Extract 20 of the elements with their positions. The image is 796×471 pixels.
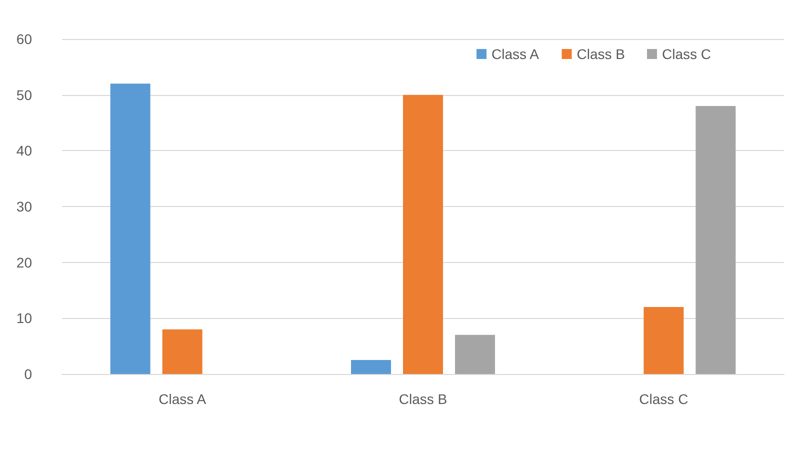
y-tick-label: 40: [16, 142, 32, 159]
x-tick-label: Class C: [639, 391, 688, 407]
bar: [351, 360, 391, 374]
y-tick-label: 50: [16, 86, 32, 103]
bar: [696, 106, 736, 374]
legend-label: Class C: [662, 46, 712, 62]
y-tick-label: 20: [16, 254, 32, 270]
bar: [455, 334, 495, 374]
y-tick-label: 10: [16, 310, 32, 326]
bar: [403, 94, 443, 374]
x-tick-label: Class B: [398, 391, 448, 407]
legend-label: Class A: [492, 46, 540, 62]
y-tick-label: 0: [24, 366, 32, 382]
bar: [644, 307, 684, 374]
bar: [162, 329, 202, 374]
x-tick-label: Class A: [158, 391, 207, 407]
y-tick-label: 30: [16, 198, 32, 214]
bar: [110, 84, 150, 374]
legend-label: Class B: [576, 46, 625, 62]
y-tick-label: 60: [16, 31, 32, 47]
